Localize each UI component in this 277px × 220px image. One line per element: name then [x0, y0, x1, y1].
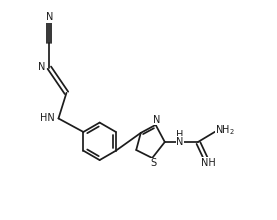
Text: NH: NH	[201, 158, 216, 168]
Text: H: H	[176, 130, 183, 140]
Text: N: N	[176, 137, 183, 147]
Text: HN: HN	[40, 114, 55, 123]
Text: N: N	[46, 12, 54, 22]
Text: N: N	[38, 62, 45, 72]
Text: N: N	[153, 115, 160, 125]
Text: NH$_2$: NH$_2$	[215, 124, 235, 138]
Text: S: S	[150, 158, 157, 168]
